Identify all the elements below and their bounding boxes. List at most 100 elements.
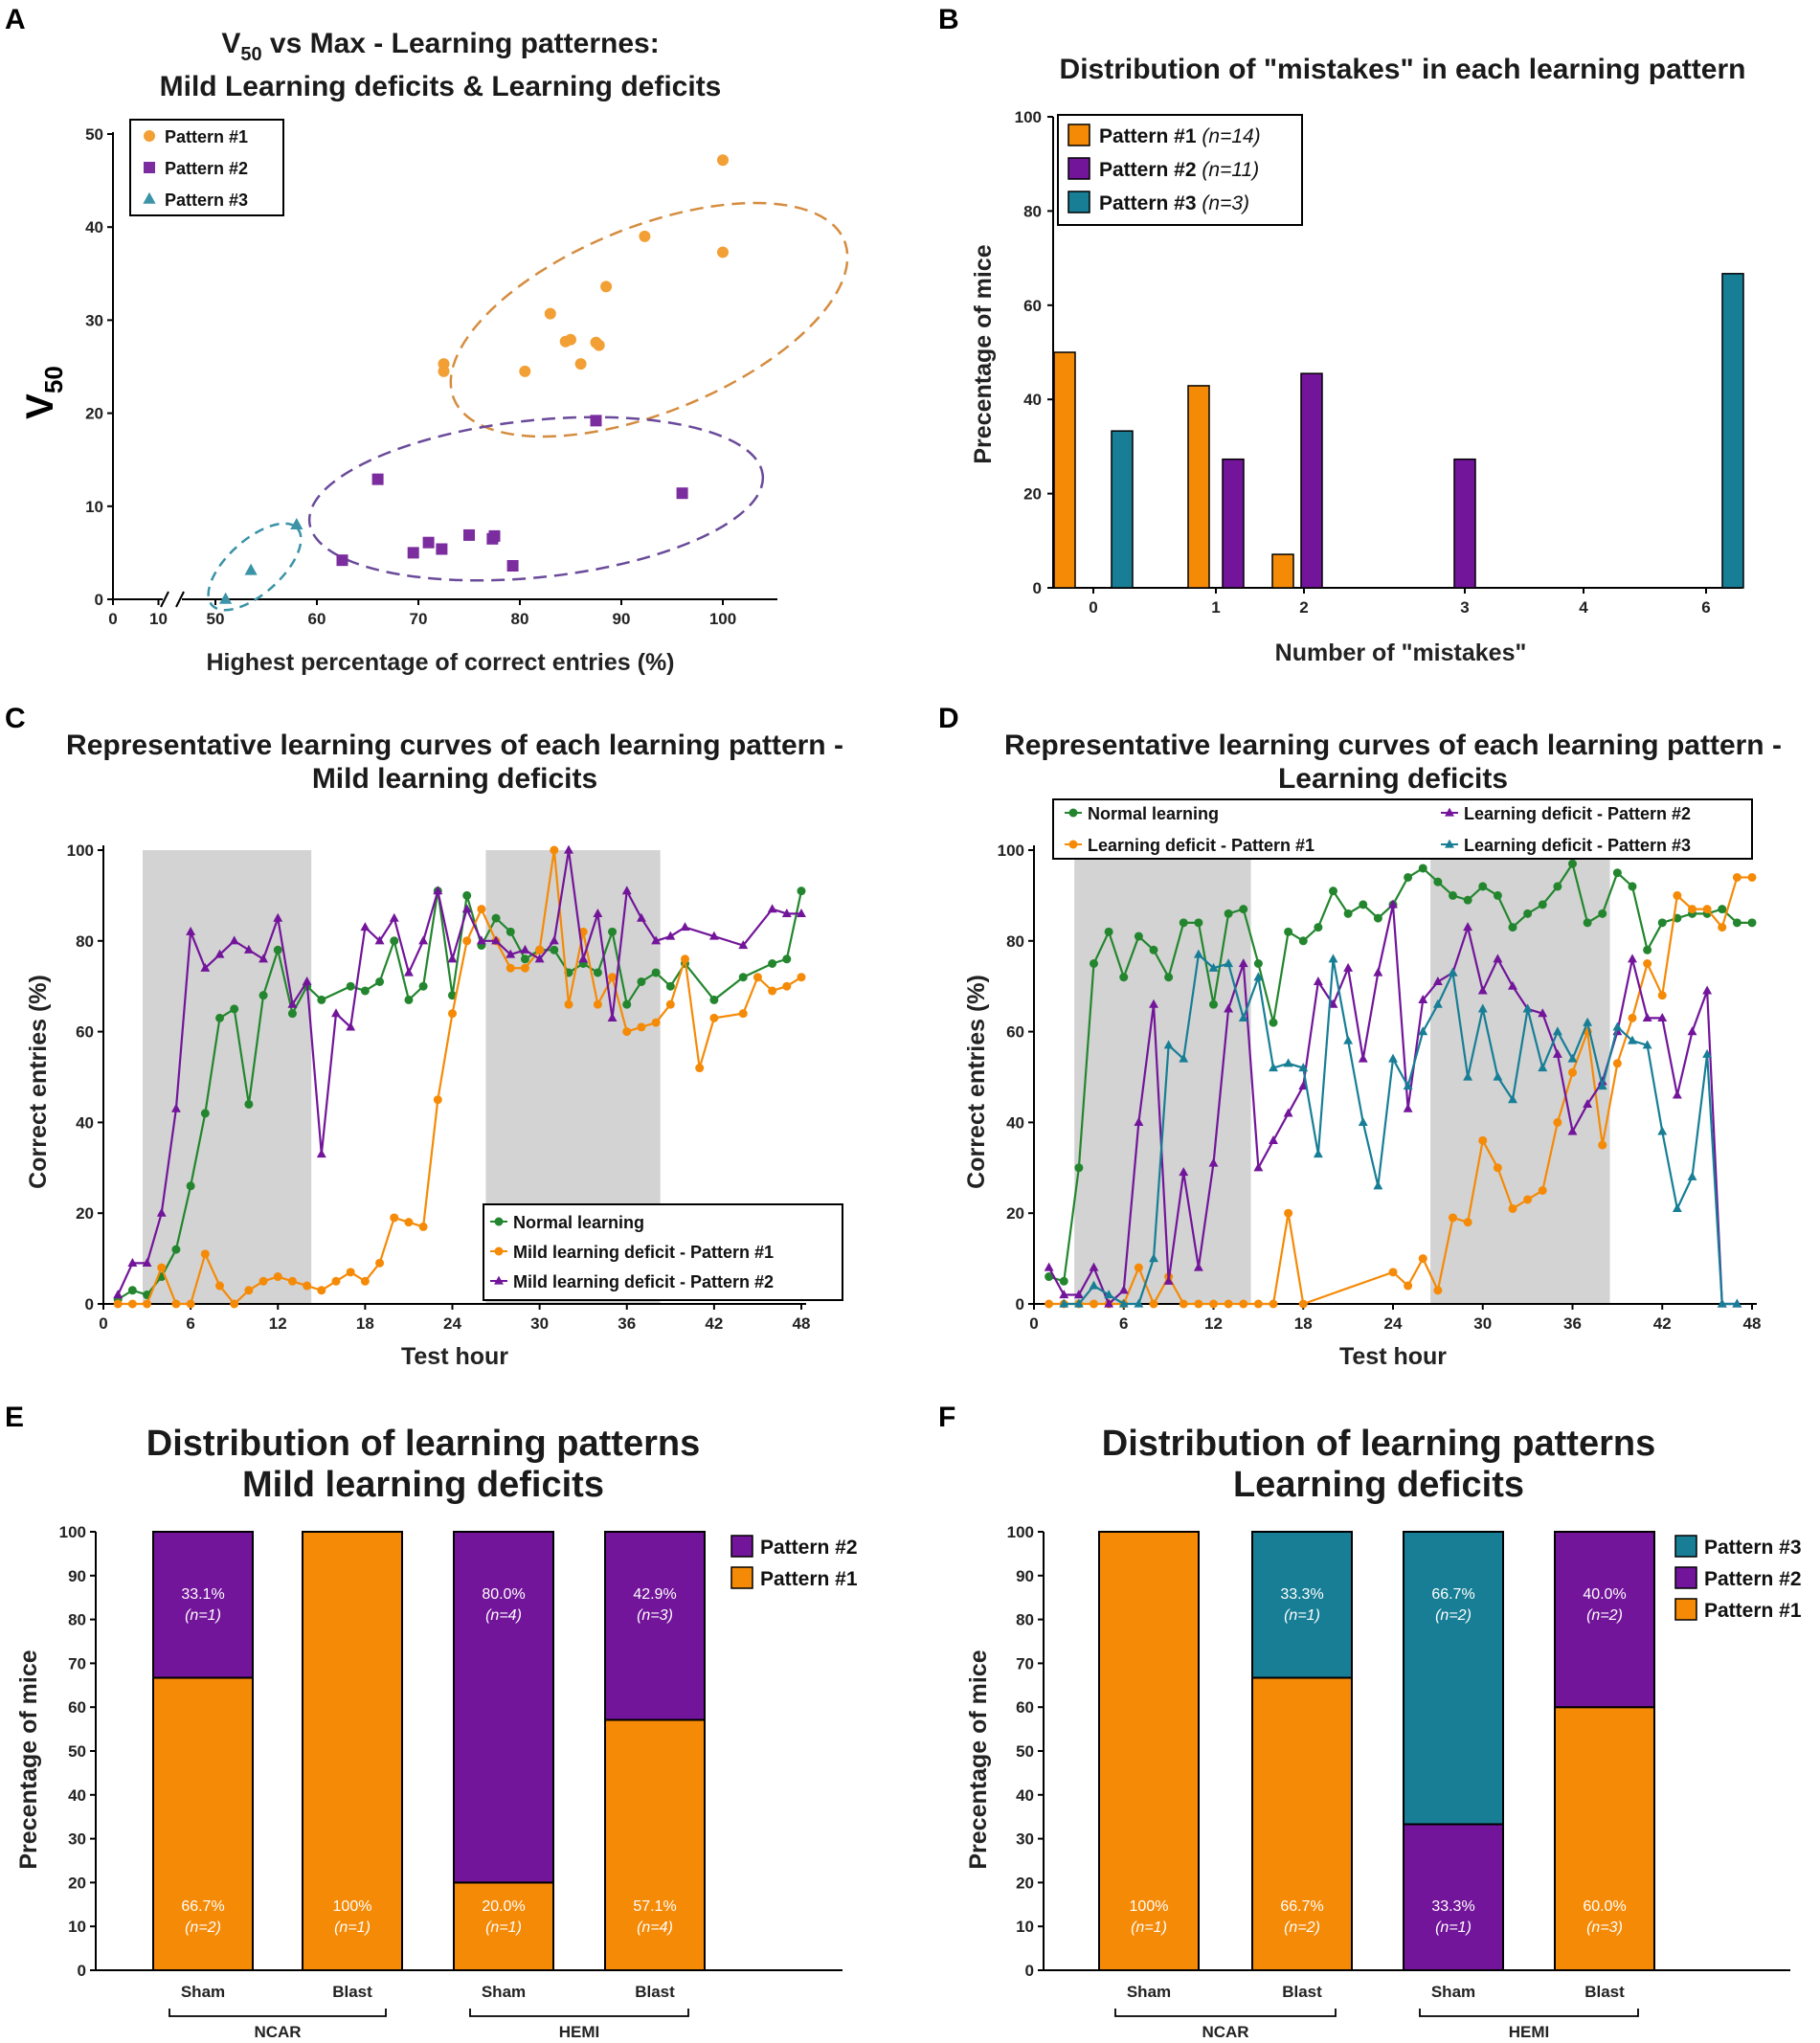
y-tick-label: 20 bbox=[76, 1204, 94, 1223]
x-tick-label: 18 bbox=[356, 1314, 374, 1333]
series-point bbox=[170, 1103, 181, 1112]
bar-pattern3 bbox=[1111, 430, 1134, 589]
bar-percent-label: 40.0% bbox=[1583, 1586, 1626, 1603]
series-point bbox=[1358, 1053, 1368, 1063]
series-point bbox=[142, 1257, 152, 1267]
series-point bbox=[1193, 949, 1203, 958]
series-point bbox=[1418, 1254, 1427, 1264]
series-point bbox=[1553, 882, 1562, 891]
series-point bbox=[1673, 890, 1682, 900]
series-point bbox=[797, 908, 806, 917]
legend-label: Pattern #3 bbox=[1704, 1537, 1802, 1559]
series-point bbox=[1688, 905, 1696, 914]
series-point bbox=[1373, 1180, 1383, 1190]
series-point bbox=[709, 995, 719, 1004]
series-point bbox=[608, 927, 618, 936]
bar-percent-label: 33.1% bbox=[181, 1586, 224, 1603]
series-point bbox=[273, 1272, 282, 1282]
legend-label: Pattern #1 bbox=[1704, 1600, 1802, 1622]
panel-b-axes: 0 20 40 60 80 100 0 1 2 3 4 6 bbox=[1015, 108, 1742, 617]
bar-percent-label: 66.7% bbox=[1431, 1586, 1474, 1603]
y-tick-label: 60 bbox=[1023, 297, 1042, 315]
panel-c-axes: 0 20 40 60 80 100 0 6 12 18 24 30 36 42 48 bbox=[67, 842, 811, 1333]
series-point bbox=[1149, 999, 1158, 1008]
y-tick-label: 10 bbox=[1016, 1918, 1034, 1936]
series-point bbox=[1149, 1253, 1158, 1263]
x-tick-label: Blast bbox=[1584, 1983, 1625, 2001]
series-point bbox=[1284, 1208, 1293, 1218]
bar-n-label: (n=2) bbox=[1586, 1607, 1623, 1624]
series-point bbox=[1224, 958, 1234, 968]
series-point bbox=[244, 1099, 254, 1109]
series-point bbox=[462, 890, 472, 900]
series-point bbox=[1358, 1117, 1368, 1126]
series-point bbox=[374, 935, 385, 945]
x-tick-label: Sham bbox=[181, 1983, 225, 2001]
series-point bbox=[491, 913, 501, 923]
bar-segment-pattern2 bbox=[1403, 1823, 1504, 1971]
group-label: HEMI bbox=[559, 2023, 600, 2041]
series-point bbox=[768, 959, 777, 968]
series-point bbox=[506, 927, 515, 936]
y-tick-label: 10 bbox=[68, 1918, 86, 1936]
legend-swatch bbox=[1067, 191, 1090, 213]
bar-pattern3 bbox=[1721, 273, 1744, 589]
x-tick-label: 0 bbox=[99, 1314, 107, 1333]
series-point bbox=[1747, 872, 1757, 882]
legend-swatch bbox=[1674, 1598, 1697, 1621]
series-point bbox=[1568, 859, 1577, 868]
series-point bbox=[389, 912, 399, 922]
series-point bbox=[1045, 1299, 1054, 1309]
y-tick-label: 40 bbox=[1006, 1113, 1024, 1132]
series-point bbox=[593, 908, 603, 917]
series-point bbox=[1478, 882, 1488, 891]
series-point bbox=[1463, 1218, 1472, 1227]
series-point bbox=[418, 935, 429, 945]
series-line bbox=[1048, 861, 1752, 1283]
series-point bbox=[1328, 999, 1338, 1008]
legend-box bbox=[1052, 798, 1753, 860]
bar-pattern1 bbox=[1053, 351, 1076, 589]
x-tick-label: 0 bbox=[1029, 1314, 1038, 1333]
series-point bbox=[1403, 1103, 1413, 1112]
y-tick-label: 20 bbox=[1023, 485, 1042, 504]
series-point bbox=[360, 922, 371, 932]
series-point bbox=[1449, 890, 1457, 900]
bar-pattern2 bbox=[1300, 372, 1323, 589]
legend-label: Pattern #1 bbox=[760, 1568, 858, 1590]
scatter-point bbox=[438, 358, 450, 370]
bar-percent-label: 80.0% bbox=[482, 1586, 525, 1603]
series-point bbox=[1238, 958, 1248, 968]
series-point bbox=[462, 936, 472, 946]
bar-percent-label: 20.0% bbox=[482, 1898, 525, 1915]
series-point bbox=[564, 999, 573, 1009]
legend-marker bbox=[1068, 840, 1078, 849]
series-point bbox=[708, 931, 719, 940]
series-point bbox=[1208, 962, 1219, 972]
series-point bbox=[1449, 1213, 1457, 1223]
series-point bbox=[418, 1222, 428, 1231]
series-point bbox=[1388, 1053, 1398, 1063]
bar-segment-pattern1 bbox=[152, 1676, 254, 1972]
series-point bbox=[1612, 1059, 1622, 1068]
series-point bbox=[1164, 973, 1174, 982]
series-point bbox=[520, 963, 529, 973]
shaded-period bbox=[1430, 850, 1610, 1304]
panel-e-title-line2: Mild learning deficits bbox=[242, 1465, 604, 1505]
series-point bbox=[230, 1004, 239, 1014]
series-point bbox=[1073, 1290, 1084, 1299]
series-point bbox=[1612, 1022, 1623, 1031]
series-point bbox=[1732, 918, 1741, 928]
scatter-point bbox=[593, 339, 605, 351]
y-tick-label: 50 bbox=[1016, 1742, 1034, 1761]
series-point bbox=[1463, 895, 1472, 905]
series-point bbox=[1284, 927, 1293, 936]
panel-d-axes: 0 20 40 60 80 100 0 6 12 18 24 30 36 42 48 bbox=[998, 842, 1762, 1333]
y-tick-label: 30 bbox=[68, 1830, 86, 1849]
series-point bbox=[797, 973, 806, 982]
series-point bbox=[1104, 927, 1113, 936]
series-point bbox=[1253, 959, 1263, 968]
series-point bbox=[360, 986, 370, 996]
panel-c-y-label: Correct entries (%) bbox=[25, 975, 52, 1189]
y-tick-label: 0 bbox=[1033, 579, 1042, 597]
